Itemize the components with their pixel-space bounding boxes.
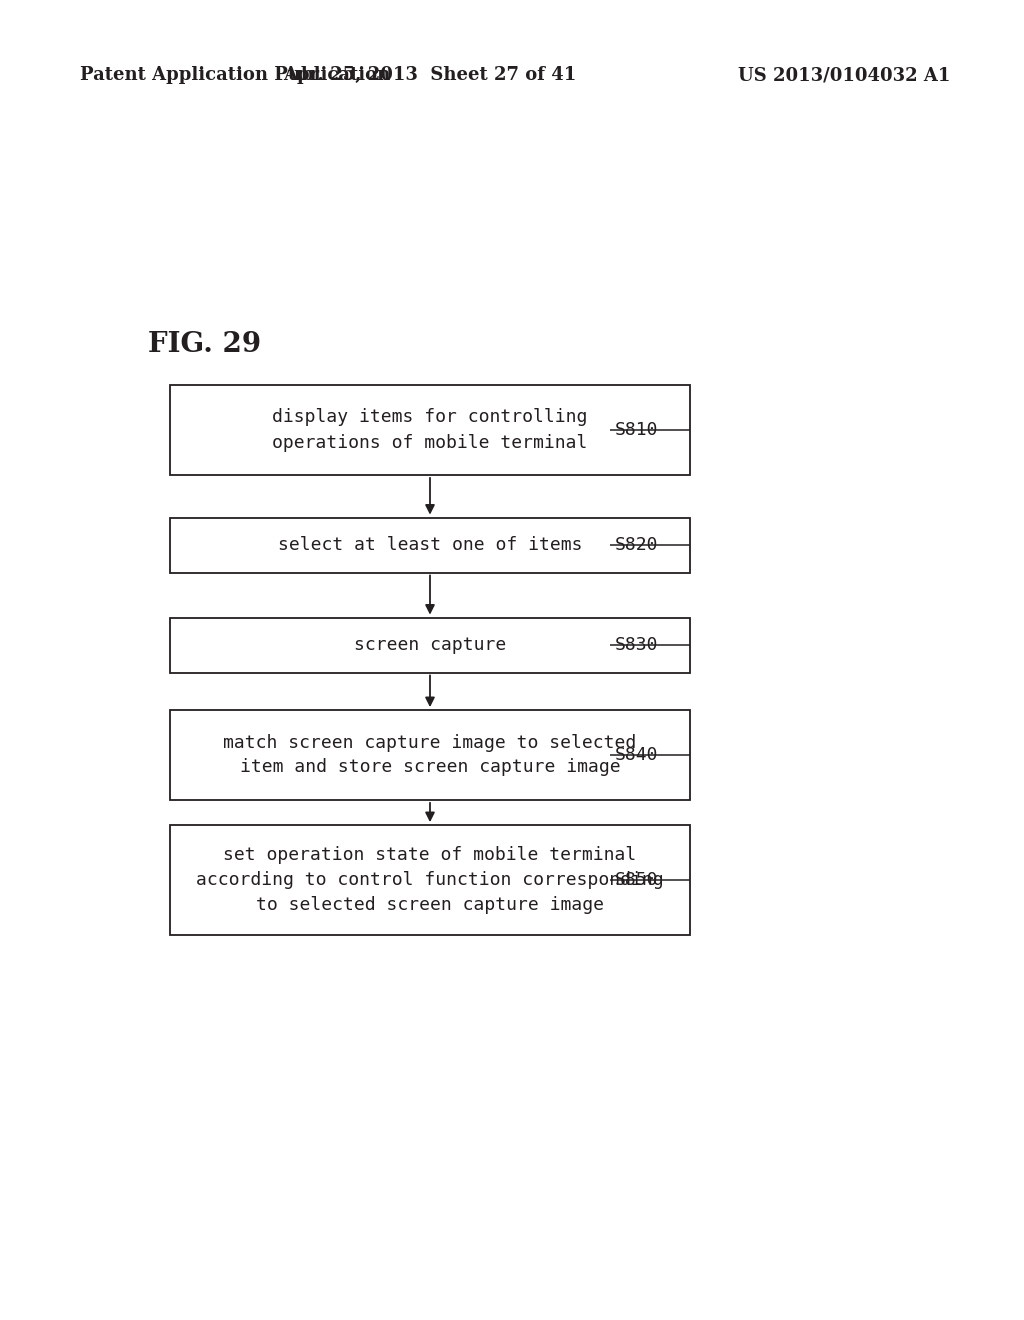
Bar	[170, 825, 690, 935]
Text: screen capture: screen capture	[354, 636, 506, 653]
Text: S850: S850	[615, 871, 658, 888]
Text: FIG. 29: FIG. 29	[148, 331, 261, 359]
Text: Patent Application Publication: Patent Application Publication	[80, 66, 390, 84]
Bar	[170, 517, 690, 573]
Text: S820: S820	[615, 536, 658, 554]
Text: match screen capture image to selected
item and store screen capture image: match screen capture image to selected i…	[223, 734, 637, 776]
Text: S830: S830	[615, 636, 658, 653]
Text: select at least one of items: select at least one of items	[278, 536, 583, 554]
Text: S810: S810	[615, 421, 658, 440]
Text: Apr. 25, 2013  Sheet 27 of 41: Apr. 25, 2013 Sheet 27 of 41	[284, 66, 577, 84]
Text: set operation state of mobile terminal
according to control function correspondi: set operation state of mobile terminal a…	[197, 846, 664, 913]
Text: US 2013/0104032 A1: US 2013/0104032 A1	[737, 66, 950, 84]
Text: S840: S840	[615, 746, 658, 764]
Bar	[170, 710, 690, 800]
Bar	[170, 618, 690, 672]
Bar	[170, 385, 690, 475]
Text: display items for controlling
operations of mobile terminal: display items for controlling operations…	[272, 408, 588, 451]
